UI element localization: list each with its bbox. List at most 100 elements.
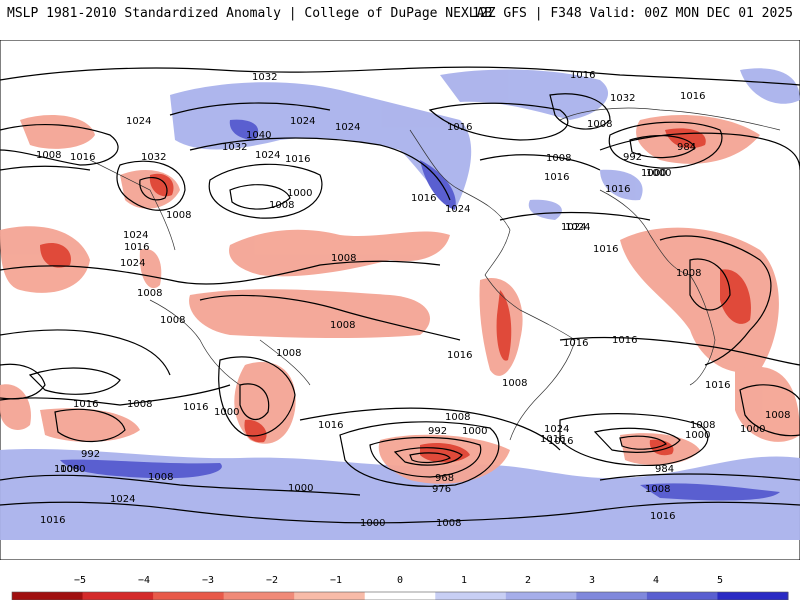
isobar-label: 1024 <box>561 222 586 233</box>
isobar-label: 1016 <box>563 338 588 349</box>
colorbar-tick-label: −3 <box>201 575 215 586</box>
isobar-label: 976 <box>432 484 451 495</box>
isobar-label: 1024 <box>126 116 151 127</box>
isobar-label: 1000 <box>646 168 671 179</box>
isobar-label: 1008 <box>690 420 715 431</box>
isobar-label: 1008 <box>127 399 152 410</box>
isobar-label: 1032 <box>222 142 247 153</box>
isobar-label: 1000 <box>60 464 85 475</box>
colorbar-segment <box>82 592 154 600</box>
colorbar-tick-label: 5 <box>716 575 724 586</box>
isobar-label: 1024 <box>110 494 135 505</box>
isobar-label: 1008 <box>676 268 701 279</box>
colorbar-tick-label: −4 <box>137 575 151 586</box>
colorbar-segment <box>223 592 295 600</box>
isobar-labels: 1032 1024 1016 1024 1008 1016 1032 1024 … <box>36 70 790 529</box>
colorbar-segment <box>646 592 718 600</box>
isobar-label: 1016 <box>40 515 65 526</box>
strong-negative-anomaly-shading <box>40 128 751 463</box>
colorbar-tick-label: 4 <box>652 575 660 586</box>
header-bar: MSLP 1981-2010 Standardized Anomaly | Co… <box>0 0 800 40</box>
isobar-label: 1016 <box>605 184 630 195</box>
isobar-label: 992 <box>623 152 642 163</box>
isobar-label: 1016 <box>318 420 343 431</box>
isobar-label: 1000 <box>287 188 312 199</box>
isobar-label: 1016 <box>183 402 208 413</box>
isobar-label: 1000 <box>740 424 765 435</box>
isobar-label: 1016 <box>544 172 569 183</box>
map-title: MSLP 1981-2010 Standardized Anomaly | Co… <box>7 6 493 21</box>
isobar-label: 1016 <box>650 511 675 522</box>
isobar-label: 1008 <box>587 119 612 130</box>
isobar-label: 1008 <box>330 320 355 331</box>
isobar-label: 1016 <box>593 244 618 255</box>
colorbar-tick-label: 0 <box>396 575 404 586</box>
colorbar-segment <box>294 592 366 600</box>
colorbar-tick-label: 2 <box>524 575 532 586</box>
isobar-label: 1024 <box>120 258 145 269</box>
isobar-label: 1024 <box>544 424 569 435</box>
colorbar-segment <box>153 592 225 600</box>
isobar-label: 1016 <box>705 380 730 391</box>
isobar-label: 1008 <box>148 472 173 483</box>
colorbar-segment <box>717 592 789 600</box>
colorbar-segment <box>364 592 436 600</box>
isobar-label: 1008 <box>765 410 790 421</box>
colorbar-tick-label: −5 <box>73 575 87 586</box>
isobar-label: 1024 <box>123 230 148 241</box>
isobar-label: 1008 <box>445 412 470 423</box>
isobar-label: 1016 <box>680 91 705 102</box>
isobar-label: 984 <box>677 142 696 153</box>
colorbar-segment <box>576 592 648 600</box>
isobar-label: 1008 <box>166 210 191 221</box>
isobar-label: 968 <box>435 473 454 484</box>
colorbar-tick-label: −1 <box>329 575 343 586</box>
anomaly-map: 1032 1024 1016 1024 1008 1016 1032 1024 … <box>0 40 800 560</box>
isobar-label: 984 <box>655 464 674 475</box>
isobar-label: 1008 <box>331 253 356 264</box>
isobar-label: 1016 <box>285 154 310 165</box>
colorbar-tick-label: 1 <box>460 575 468 586</box>
isobar-label: 1008 <box>160 315 185 326</box>
isobar-label: 1024 <box>335 122 360 133</box>
isobar-label: 1008 <box>54 464 79 475</box>
colorbar-tick-label: −2 <box>265 575 279 586</box>
colorbar-segment <box>12 592 84 600</box>
isobar-label: 1032 <box>610 93 635 104</box>
strong-positive-anomaly-shading <box>60 119 780 501</box>
isobar-label: 1024 <box>255 150 280 161</box>
isobar-label: 992 <box>81 449 100 460</box>
isobar-label: 992 <box>428 426 447 437</box>
isobar-label: 1016 <box>411 193 436 204</box>
isobar-label: 1008 <box>546 153 571 164</box>
isobar-label: 1016 <box>73 399 98 410</box>
isobar-label: 1032 <box>252 72 277 83</box>
isobar-label: 1008 <box>269 200 294 211</box>
colorbar-segment <box>435 592 507 600</box>
model-run-info: 12Z GFS | F348 Valid: 00Z MON DEC 01 202… <box>472 6 793 21</box>
isobar-label: 1016 <box>70 152 95 163</box>
isobar-label: 1016 <box>548 436 573 447</box>
isobar-contours <box>0 66 800 524</box>
isobar-label: 1016 <box>447 122 472 133</box>
isobar-label: 1000 <box>641 168 666 179</box>
isobar-label: 1008 <box>137 288 162 299</box>
isobar-label: 1016 <box>540 434 565 445</box>
isobar-label: 1024 <box>290 116 315 127</box>
isobar-label: 1008 <box>36 150 61 161</box>
isobar-label: 1024 <box>565 222 590 233</box>
isobar-label: 1016 <box>124 242 149 253</box>
isobar-label: 1000 <box>685 430 710 441</box>
isobar-label: 1024 <box>445 204 470 215</box>
isobar-label: 1008 <box>645 484 670 495</box>
isobar-label: 1000 <box>360 518 385 529</box>
isobar-label: 1008 <box>276 348 301 359</box>
isobar-label: 1000 <box>214 407 239 418</box>
isobar-label: 1016 <box>447 350 472 361</box>
isobar-label: 1008 <box>502 378 527 389</box>
isobar-label: 1000 <box>288 483 313 494</box>
isobar-label: 1016 <box>570 70 595 81</box>
isobar-label: 1032 <box>141 152 166 163</box>
isobar-label: 1008 <box>436 518 461 529</box>
colorbar-segment <box>505 592 577 600</box>
